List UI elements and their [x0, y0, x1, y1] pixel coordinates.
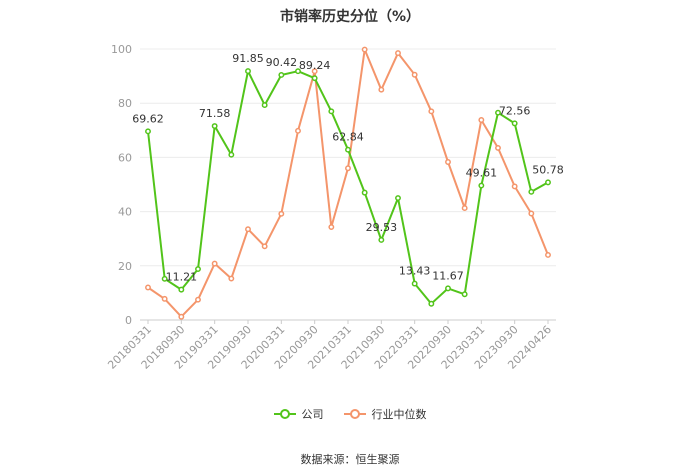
data-point-company: [278, 72, 285, 78]
data-point-company: [511, 120, 518, 127]
data-point-industry-median: [361, 46, 368, 53]
data-point-company: [545, 179, 551, 186]
grid-lines: [140, 48, 556, 321]
data-point-industry-median: [345, 165, 351, 172]
data-point-company: [145, 128, 151, 135]
data-point-company: [478, 182, 485, 189]
data-point-industry-median: [261, 243, 268, 250]
data-point-company: [228, 151, 235, 158]
data-point-company: [461, 291, 468, 298]
data-point-industry-median: [311, 68, 318, 75]
data-point-company: [195, 266, 201, 273]
data-source: 数据来源：恒生聚源: [300, 453, 400, 466]
data-point-industry-median: [145, 284, 151, 291]
y-tick-label: 20: [118, 260, 132, 273]
y-tick-label: 40: [118, 206, 132, 219]
data-point-industry-median: [395, 50, 401, 57]
y-tick-label: 0: [125, 314, 132, 327]
data-label: 71.58: [199, 107, 231, 120]
series-line-company: [147, 70, 549, 305]
data-point-company: [211, 123, 218, 129]
data-point-industry-median: [461, 205, 468, 212]
data-label: 50.78: [532, 163, 564, 176]
data-point-company: [245, 68, 251, 75]
data-point-industry-median: [495, 144, 501, 151]
data-point-industry-median: [478, 117, 485, 123]
data-point-company: [428, 300, 435, 307]
chart-title: 市销率历史分位（%）: [279, 9, 421, 25]
data-point-industry-median: [178, 313, 185, 320]
legend-item-company[interactable]: 公司: [273, 406, 324, 422]
legend: 公司 行业中位数: [0, 406, 700, 422]
data-label: 11.67: [432, 269, 464, 282]
data-point-company: [328, 108, 335, 115]
data-labels: 69.62 11.21 71.58 91.85 90.42 89.24 62.84 29.53…: [132, 52, 564, 284]
data-point-company: [161, 275, 168, 282]
data-point-company: [411, 280, 418, 287]
data-point-industry-median: [445, 159, 451, 165]
data-label: 72.56: [499, 104, 531, 117]
data-point-industry-median: [378, 86, 385, 93]
data-label: 11.21: [166, 271, 198, 284]
data-label: 89.24: [299, 59, 331, 72]
data-point-industry-median: [411, 71, 418, 78]
data-point-industry-median: [161, 295, 168, 302]
data-point-industry-median: [211, 260, 218, 267]
series: [145, 46, 551, 320]
data-point-company: [295, 68, 301, 75]
data-point-company: [445, 285, 451, 292]
data-point-company: [345, 146, 351, 153]
data-point-industry-median: [545, 252, 551, 258]
data-point-industry-median: [195, 296, 201, 303]
data-point-company: [361, 189, 368, 196]
data-point-company: [528, 188, 535, 195]
legend-swatch-company: [273, 409, 296, 419]
data-label: 49.61: [466, 167, 498, 180]
data-label: 62.84: [332, 131, 364, 144]
data-point-industry-median: [328, 224, 335, 230]
data-point-company: [311, 75, 318, 82]
data-label: 91.85: [232, 52, 264, 65]
y-tick-label: 100: [111, 43, 132, 56]
data-point-industry-median: [228, 275, 235, 282]
legend-swatch-industry-median: [343, 409, 366, 419]
data-label: 90.42: [266, 56, 298, 69]
data-point-company: [378, 237, 385, 243]
legend-label-company: 公司: [301, 408, 324, 421]
data-point-industry-median: [295, 127, 301, 134]
data-point-industry-median: [511, 183, 518, 190]
legend-item-industry-median[interactable]: 行业中位数: [343, 406, 427, 422]
data-point-company: [178, 286, 185, 293]
data-point-industry-median: [245, 226, 251, 233]
legend-label-industry-median: 行业中位数: [371, 408, 427, 421]
data-point-industry-median: [528, 210, 535, 217]
data-point-industry-median: [428, 108, 435, 115]
data-point-company: [261, 102, 268, 109]
data-label: 13.43: [399, 265, 431, 278]
data-point-company: [395, 195, 401, 202]
data-label: 69.62: [132, 112, 164, 125]
data-point-company: [495, 109, 501, 116]
data-label: 29.53: [366, 221, 398, 234]
y-tick-label: 80: [118, 97, 132, 110]
y-tick-label: 60: [118, 151, 132, 164]
data-point-industry-median: [278, 210, 285, 217]
